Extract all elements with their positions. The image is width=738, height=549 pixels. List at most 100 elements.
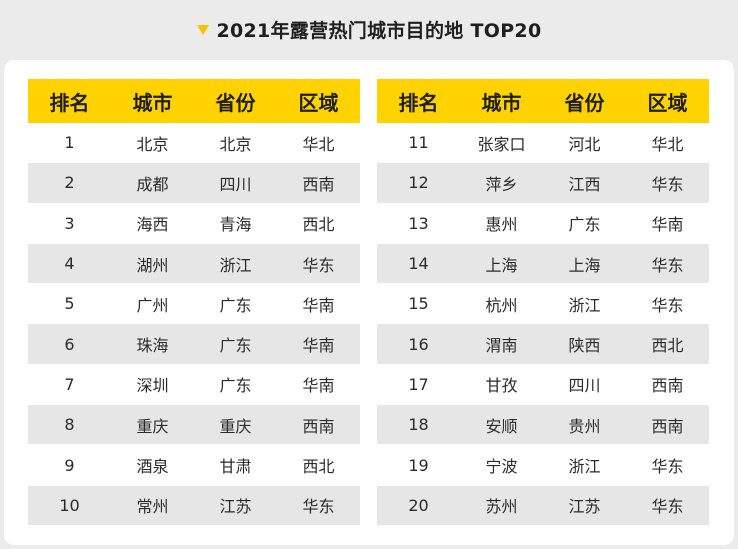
table-row: 18 安顺 贵州 西南 <box>377 404 709 445</box>
cell-province: 广东 <box>194 283 277 324</box>
cell-city: 宁波 <box>460 444 543 486</box>
cell-region: 华南 <box>277 283 360 324</box>
table-row: 13 惠州 广东 华南 <box>377 202 709 244</box>
cell-rank: 7 <box>28 363 111 405</box>
cell-province: 青海 <box>194 202 277 244</box>
page-title: 2021年露营热门城市目的地 TOP20 <box>216 19 542 42</box>
cell-province: 陕西 <box>543 323 626 365</box>
cell-rank: 1 <box>64 133 75 153</box>
cell-city: 重庆 <box>111 404 194 445</box>
cell-province: 四川 <box>194 162 277 204</box>
cell-city: 成都 <box>111 162 194 204</box>
cell-province: 广东 <box>543 202 626 244</box>
table-row: 5 广州 广东 华南 <box>28 283 360 324</box>
cell-city: 苏州 <box>460 484 543 525</box>
table-row: 15 杭州 浙江 华东 <box>377 283 709 324</box>
cell-region: 西北 <box>626 323 709 365</box>
triangle-down-icon <box>196 25 209 35</box>
table-row: 12 萍乡 江西 华东 <box>377 162 709 204</box>
cell-province: 上海 <box>543 242 626 284</box>
table-row: 2 成都 四川 西南 <box>28 162 360 204</box>
cell-region: 华东 <box>626 283 709 324</box>
cell-province: 江苏 <box>194 484 277 525</box>
cell-rank: 13 <box>377 202 460 244</box>
cell-region: 华东 <box>626 162 709 204</box>
table-row: 4 湖州 浙江 华东 <box>28 242 360 284</box>
cell-city: 萍乡 <box>460 162 543 204</box>
cell-rank: 9 <box>28 444 111 486</box>
cell-province: 浙江 <box>543 444 626 486</box>
cell-province: 浙江 <box>194 242 277 284</box>
table-row: 6 珠海 广东 华南 <box>28 323 360 365</box>
cell-province: 广东 <box>194 323 277 365</box>
cell-rank: 10 <box>28 484 111 525</box>
cell-city: 酒泉 <box>111 444 194 486</box>
cell-city: 甘孜 <box>460 363 543 405</box>
cell-province: 江西 <box>543 162 626 204</box>
table-header-row: 排名 城市 省份 区域 <box>28 79 360 123</box>
cell-province: 四川 <box>543 363 626 405</box>
ranking-table-right: 排名 城市 省份 区域 11 张家口 河北 华北 12 萍乡 江西 华东 13 惠州 广东 华南 14 上… <box>377 79 709 525</box>
cell-rank: 4 <box>28 242 111 284</box>
cell-region: 西南 <box>626 363 709 405</box>
header-region: 区域 <box>626 79 709 123</box>
cell-rank: 15 <box>377 283 460 324</box>
cell-region: 西北 <box>277 444 360 486</box>
cell-rank: 12 <box>377 162 460 204</box>
cell-rank: 2 <box>28 162 111 204</box>
cell-city: 广州 <box>111 283 194 324</box>
table-row: 19 宁波 浙江 华东 <box>377 444 709 486</box>
header-province: 省份 <box>194 79 277 123</box>
table-row: 14 上海 上海 华东 <box>377 242 709 284</box>
cell-region: 华北 <box>302 134 335 154</box>
table-row: 3 海西 青海 西北 <box>28 202 360 244</box>
cell-region: 华南 <box>626 202 709 244</box>
cell-city: 深圳 <box>111 363 194 405</box>
cell-city: 惠州 <box>460 202 543 244</box>
cell-province: 浙江 <box>543 283 626 324</box>
cell-city: 安顺 <box>460 404 543 445</box>
cell-city: 海西 <box>111 202 194 244</box>
table-row: 7 深圳 广东 华南 <box>28 363 360 405</box>
ranking-table-left: 排名 城市 省份 区域 1 北京 北京 华北 2 成都 四川 西南 3 海西 青海 西北 4 湖州 浙江 华东… <box>28 79 360 525</box>
header-region: 区域 <box>277 79 360 123</box>
table-row: 8 重庆 重庆 西南 <box>28 404 360 445</box>
header-province: 省份 <box>543 79 626 123</box>
cell-region: 西南 <box>626 404 709 445</box>
table-row: 11 张家口 河北 华北 <box>377 123 709 163</box>
cell-province: 河北 <box>568 134 601 154</box>
header-rank: 排名 <box>377 79 460 123</box>
table-row: 10 常州 江苏 华东 <box>28 484 360 525</box>
cell-province: 北京 <box>219 134 252 154</box>
table-row: 17 甘孜 四川 西南 <box>377 363 709 405</box>
cell-region: 西南 <box>277 404 360 445</box>
title-bar: 2021年露营热门城市目的地 TOP20 <box>0 14 738 44</box>
header-city: 城市 <box>460 79 543 123</box>
cell-region: 华东 <box>277 484 360 525</box>
cell-rank: 14 <box>377 242 460 284</box>
cell-province: 广东 <box>194 363 277 405</box>
header-rank: 排名 <box>28 79 111 123</box>
cell-city: 杭州 <box>460 283 543 324</box>
cell-city: 渭南 <box>460 323 543 365</box>
cell-region: 华南 <box>277 363 360 405</box>
cell-province: 甘肃 <box>194 444 277 486</box>
cell-city: 常州 <box>111 484 194 525</box>
cell-city: 珠海 <box>111 323 194 365</box>
cell-region: 华南 <box>277 323 360 365</box>
cell-rank: 20 <box>377 484 460 525</box>
cell-rank: 17 <box>377 363 460 405</box>
cell-rank: 6 <box>28 323 111 365</box>
cell-region: 西北 <box>277 202 360 244</box>
table-row: 16 渭南 陕西 西北 <box>377 323 709 365</box>
cell-region: 华东 <box>626 444 709 486</box>
table-header-row: 排名 城市 省份 区域 <box>377 79 709 123</box>
cell-city: 张家口 <box>477 134 526 154</box>
table-row: 1 北京 北京 华北 <box>28 123 360 163</box>
cell-region: 华北 <box>651 134 684 154</box>
cell-rank: 3 <box>28 202 111 244</box>
cell-city: 上海 <box>460 242 543 284</box>
cell-region: 西南 <box>277 162 360 204</box>
table-row: 9 酒泉 甘肃 西北 <box>28 444 360 486</box>
cell-rank: 18 <box>377 404 460 445</box>
